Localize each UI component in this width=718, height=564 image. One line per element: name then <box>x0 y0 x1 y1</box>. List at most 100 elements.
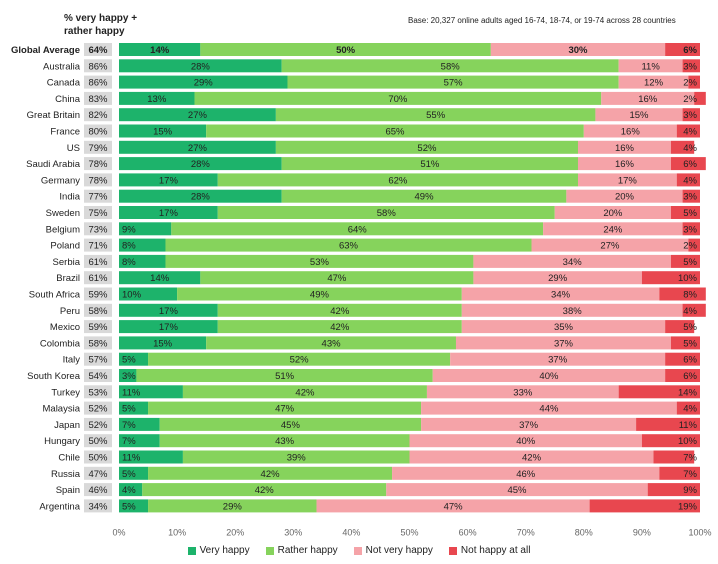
bar-segment <box>119 173 218 187</box>
data-label: 57% <box>444 78 464 89</box>
total-box <box>84 434 112 448</box>
data-label: 20% <box>615 192 635 203</box>
total-value-label: 52% <box>88 420 108 431</box>
total-value-label: 71% <box>88 241 108 252</box>
data-label: 11% <box>679 420 698 431</box>
bar-segment <box>148 499 317 513</box>
bar-segment <box>119 140 276 154</box>
bar-segment <box>543 222 683 236</box>
bar-segment <box>670 157 706 171</box>
data-label: 4% <box>122 485 136 496</box>
x-tick-label: 40% <box>342 528 360 538</box>
bar-segment <box>589 499 700 513</box>
total-box <box>84 271 112 285</box>
data-label: 3% <box>122 371 136 382</box>
bar-segment <box>206 124 584 138</box>
bar-segment <box>119 157 282 171</box>
bar-segment <box>386 483 648 497</box>
total-value-label: 59% <box>88 322 108 333</box>
data-label: 4% <box>683 127 697 138</box>
data-label: 29% <box>548 273 568 284</box>
country-label: Serbia <box>53 257 81 268</box>
data-label: 14% <box>678 387 698 398</box>
data-label: 51% <box>420 159 440 170</box>
bar-segment <box>316 499 590 513</box>
x-tick-label: 100% <box>688 528 711 538</box>
data-label: 6% <box>683 355 697 366</box>
total-value-label: 83% <box>88 94 108 105</box>
total-column-header: % very happy + rather happy <box>64 13 138 37</box>
bar-segment <box>653 450 695 464</box>
bar-segment <box>119 271 201 285</box>
total-box <box>84 417 112 431</box>
data-label: 17% <box>159 208 179 219</box>
total-value-label: 86% <box>88 78 108 89</box>
bar-segment <box>450 352 666 366</box>
country-label: Hungary <box>44 436 80 447</box>
data-label: 6% <box>683 45 697 56</box>
data-label: 28% <box>191 159 211 170</box>
data-label: 7% <box>122 436 136 447</box>
bar-segment <box>665 320 695 334</box>
data-label: 33% <box>513 387 533 398</box>
bar-segment <box>206 336 456 350</box>
country-label: France <box>50 127 80 138</box>
data-label: 3% <box>683 61 697 72</box>
data-label: 42% <box>255 485 275 496</box>
legend-item-not-very-happy: Not very happy <box>353 545 433 556</box>
data-label: 15% <box>629 110 649 121</box>
bar-segment <box>194 91 602 105</box>
bar-segment <box>119 303 218 317</box>
total-box <box>84 206 112 219</box>
data-label: 42% <box>330 306 350 317</box>
total-box <box>84 385 112 399</box>
bar-segment <box>281 189 567 203</box>
bar-segment <box>531 238 689 252</box>
data-label: 7% <box>122 420 136 431</box>
data-label: 35% <box>554 322 574 333</box>
data-label: 34% <box>563 257 583 268</box>
data-label: 7% <box>683 469 697 480</box>
total-value-label: 73% <box>88 224 108 235</box>
bar-segment <box>601 91 695 105</box>
data-label: 30% <box>568 45 588 56</box>
bar-segment <box>275 140 578 154</box>
bar-segment <box>182 385 427 399</box>
total-value-label: 61% <box>88 257 108 268</box>
total-box <box>84 124 112 138</box>
data-label: 20% <box>603 208 623 219</box>
legend-item-not-happy-at-all: Not happy at all <box>448 545 530 556</box>
data-label: 2% <box>683 241 697 252</box>
data-label: 14% <box>150 45 170 56</box>
x-tick-label: 20% <box>226 528 244 538</box>
data-label: 47% <box>275 404 295 415</box>
bar-segment <box>595 108 683 122</box>
data-label: 29% <box>194 78 214 89</box>
bar-segment <box>647 483 700 497</box>
data-label: 10% <box>122 290 142 301</box>
data-label: 42% <box>330 322 350 333</box>
data-label: 2% <box>683 78 697 89</box>
total-box <box>84 369 112 382</box>
total-value-label: 58% <box>88 306 108 317</box>
bar-segment <box>119 466 149 480</box>
country-label: Mexico <box>50 322 80 333</box>
total-box <box>84 352 112 366</box>
data-label: 52% <box>417 143 437 154</box>
total-box <box>84 287 112 301</box>
data-label: 37% <box>548 355 568 366</box>
data-label: 62% <box>388 175 408 186</box>
bar-segment <box>142 483 387 497</box>
bar-segment <box>275 108 596 122</box>
total-value-label: 50% <box>88 453 108 464</box>
bar-segment <box>665 352 700 366</box>
bar-segment <box>119 59 282 73</box>
bar-segment <box>217 320 462 334</box>
country-label: Australia <box>43 61 81 72</box>
bar-segment <box>119 238 166 252</box>
bar-segment <box>182 450 410 464</box>
total-value-label: 77% <box>88 192 108 203</box>
data-label: 19% <box>678 501 698 512</box>
bar-segment <box>200 43 491 56</box>
total-value-label: 34% <box>88 501 108 512</box>
